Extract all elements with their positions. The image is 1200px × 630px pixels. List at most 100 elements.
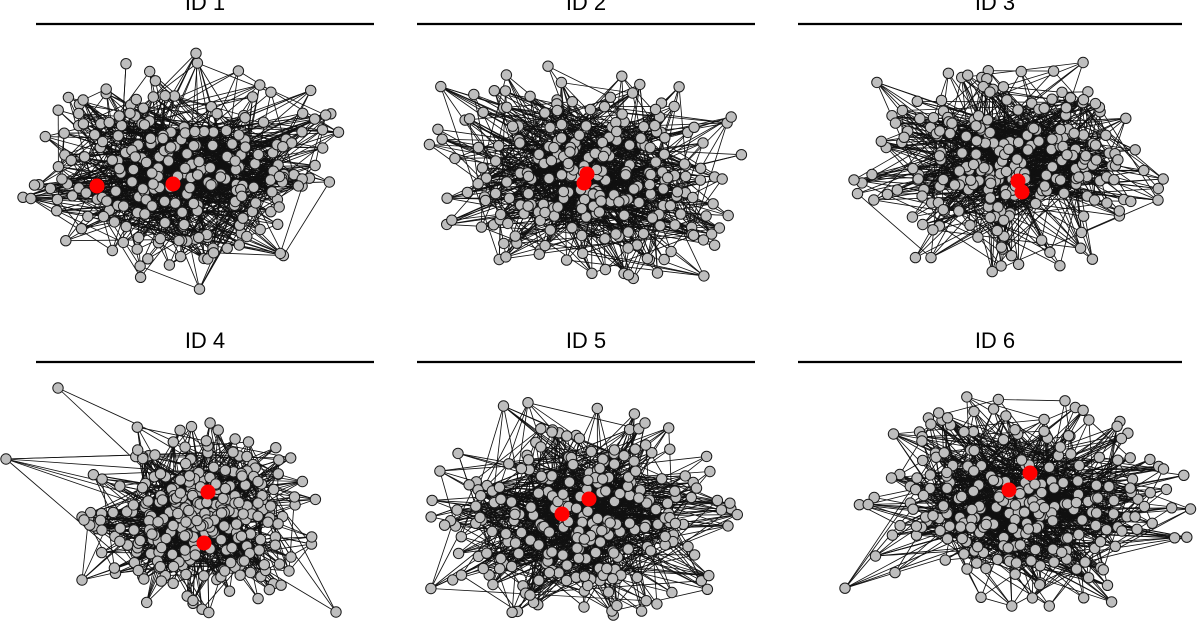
network-node (992, 201, 1004, 213)
network-node (911, 95, 923, 108)
network-node (152, 516, 164, 528)
network-node (953, 205, 965, 217)
network-node (463, 113, 476, 125)
network-node (237, 508, 249, 520)
network-node (916, 190, 928, 202)
network-node (598, 101, 611, 113)
network-node (107, 506, 119, 519)
network-node (555, 76, 568, 89)
network-graph-3 (848, 56, 1169, 278)
network-node (128, 524, 140, 536)
network-node (1035, 234, 1048, 246)
network-node (664, 200, 677, 212)
network-node (548, 141, 560, 154)
network-node (173, 234, 185, 247)
highlighted-node (1014, 184, 1030, 200)
network-node (650, 156, 662, 168)
network-graph-4 (0, 382, 342, 619)
network-edge (566, 259, 704, 277)
network-node (580, 120, 592, 132)
network-node (906, 211, 919, 223)
network-node (100, 83, 112, 95)
network-node (555, 169, 568, 181)
network-node (514, 137, 526, 149)
network-node (533, 248, 545, 260)
network-node (184, 182, 196, 194)
network-node (130, 93, 143, 106)
network-node (604, 91, 617, 104)
network-node (223, 585, 236, 597)
network-node (187, 594, 199, 607)
network-node (25, 192, 37, 205)
network-node (500, 69, 513, 81)
network-node (635, 132, 647, 144)
network-node (101, 195, 113, 207)
network-node (275, 579, 287, 591)
network-node (638, 121, 650, 133)
network-node (649, 103, 662, 116)
network-node (242, 436, 255, 448)
network-node (501, 176, 513, 188)
network-node (146, 200, 158, 212)
network-node (889, 117, 902, 129)
network-node (204, 162, 217, 174)
network-node (542, 60, 554, 72)
network-node (946, 117, 958, 129)
network-node (981, 114, 994, 126)
network-node (912, 173, 924, 185)
network-node (646, 212, 658, 224)
network-node (330, 606, 342, 618)
network-node (273, 201, 285, 213)
network-node (96, 473, 108, 485)
network-node (735, 149, 748, 161)
network-node (233, 129, 245, 141)
network-node (644, 188, 657, 200)
network-node (114, 535, 126, 547)
network-node (634, 78, 646, 91)
network-node (645, 168, 657, 181)
network-node (215, 507, 228, 519)
network-node (566, 96, 578, 108)
network-node (252, 475, 264, 488)
network-node (616, 108, 628, 120)
network-node (942, 67, 955, 80)
network-node (522, 200, 534, 212)
network-node (499, 85, 512, 97)
panel-title-3: ID 3 (975, 0, 1015, 15)
network-node (435, 80, 447, 93)
network-edge (664, 142, 704, 155)
network-node (309, 493, 322, 506)
network-node (179, 457, 192, 470)
network-node (154, 468, 167, 480)
network-node (1089, 97, 1102, 110)
network-edge (139, 265, 200, 290)
network-node (668, 100, 680, 113)
network-node (167, 577, 179, 589)
network-node (126, 176, 138, 188)
network-node (544, 224, 556, 236)
network-edge (58, 166, 185, 225)
network-node (200, 435, 213, 447)
network-node (179, 441, 191, 453)
network-edge (22, 196, 110, 211)
network-node (708, 239, 721, 251)
network-node (131, 243, 143, 255)
network-node (167, 560, 180, 573)
network-node (524, 90, 536, 103)
network-node (697, 234, 710, 246)
network-node (218, 520, 230, 532)
network-node (680, 170, 692, 183)
network-node (1074, 242, 1087, 254)
network-node (1046, 133, 1058, 145)
network-node (1075, 226, 1088, 239)
network-node (1080, 150, 1092, 162)
network-node (146, 528, 158, 540)
network-node (306, 531, 318, 543)
network-node (211, 108, 223, 120)
network-node (962, 69, 974, 81)
network-node (238, 555, 251, 567)
network-node (506, 120, 519, 132)
network-node (1054, 260, 1066, 272)
network-node (1044, 246, 1056, 259)
network-node (651, 267, 664, 279)
